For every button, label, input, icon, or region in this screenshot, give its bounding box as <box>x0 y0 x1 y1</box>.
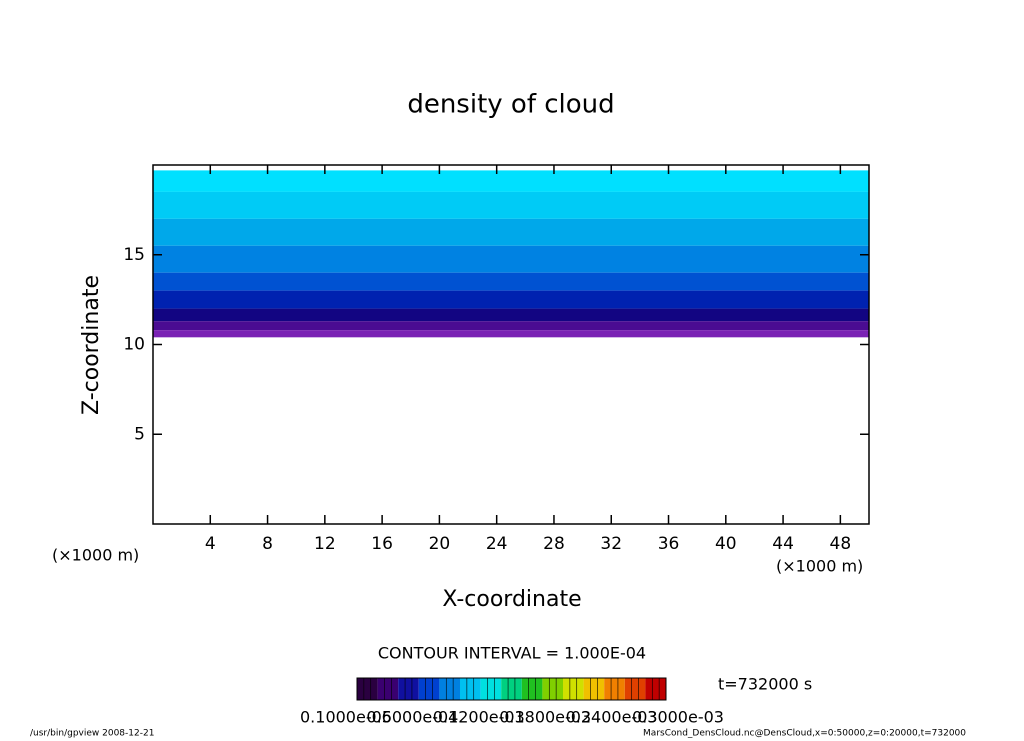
contour-band <box>153 330 869 338</box>
x-tick-label: 36 <box>658 534 680 554</box>
colorbar-cell <box>604 678 625 700</box>
colorbar-cell <box>398 678 419 700</box>
contour-interval: CONTOUR INTERVAL = 1.000E-04 <box>378 644 646 663</box>
x-unit-left: (×1000 m) <box>52 546 139 565</box>
colorbar-label: 0.2400e-03 <box>566 708 658 727</box>
colorbar-cell <box>645 678 666 700</box>
colorbar-label: 0.6000e-04 <box>366 708 458 727</box>
footer-left: /usr/bin/gpview 2008-12-21 <box>30 729 154 739</box>
contour-band <box>153 170 869 192</box>
contour-band <box>153 245 869 273</box>
x-tick-label: 16 <box>371 534 393 554</box>
colorbar-cell <box>563 678 584 700</box>
colorbar-cell <box>624 678 646 700</box>
colorbar-cell <box>439 678 460 700</box>
x-tick-label: 8 <box>262 534 273 554</box>
contour-band <box>153 290 869 309</box>
contour-band <box>153 191 869 219</box>
y-tick-label: 15 <box>123 245 145 265</box>
colorbar-cell <box>418 678 440 700</box>
x-tick-label: 40 <box>715 534 737 554</box>
colorbar-cell <box>480 678 502 700</box>
y-tick-label: 10 <box>123 335 145 355</box>
colorbar-cell <box>357 678 378 700</box>
x-tick-label: 12 <box>314 534 336 554</box>
colorbar-label: 0.1200e-03 <box>433 708 525 727</box>
y-axis-label: Z-coordinate <box>79 275 104 415</box>
colorbar-cell <box>583 678 605 700</box>
footer-right: MarsCond_DensCloud.nc@DensCloud,x=0:5000… <box>643 729 966 739</box>
contour-band <box>153 321 869 331</box>
contour-band <box>153 308 869 322</box>
x-tick-label: 24 <box>486 534 508 554</box>
time-label: t=732000 s <box>718 675 812 694</box>
colorbar-cell <box>542 678 563 700</box>
colorbar-frame <box>356 677 667 701</box>
colorbar-cell <box>460 678 481 700</box>
contour-band <box>153 218 869 246</box>
x-tick-label: 28 <box>543 534 565 554</box>
colorbar-cell <box>521 678 543 700</box>
x-tick-label: 44 <box>772 534 794 554</box>
colorbar-label: 0.1000e-05 <box>300 708 392 727</box>
contour-band <box>153 272 869 291</box>
x-tick-label: 4 <box>205 534 216 554</box>
x-tick-label: 32 <box>600 534 622 554</box>
x-unit-right: (×1000 m) <box>776 557 863 576</box>
colorbar-cell <box>377 678 399 700</box>
x-tick-label: 48 <box>830 534 852 554</box>
x-tick-label: 20 <box>429 534 451 554</box>
x-axis-label: X-coordinate <box>442 587 581 612</box>
colorbar-label: 0.1800e-03 <box>499 708 591 727</box>
colorbar-cell <box>501 678 522 700</box>
chart-title: density of cloud <box>407 90 614 120</box>
colorbar-label: 0.3000e-03 <box>632 708 724 727</box>
y-tick-label: 5 <box>134 424 145 444</box>
